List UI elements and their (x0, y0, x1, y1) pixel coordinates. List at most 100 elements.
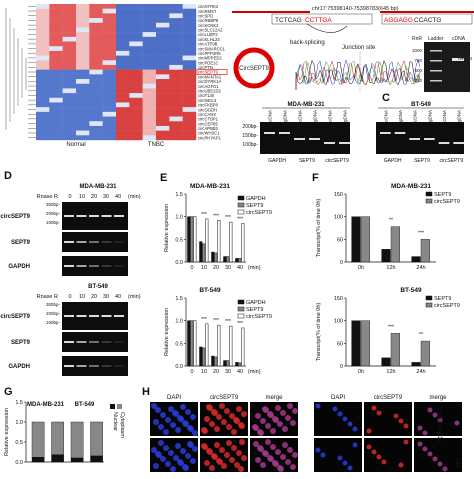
heatmap-cell (142, 13, 157, 19)
heatmap-cell (36, 27, 50, 33)
cell-dot (168, 406, 174, 412)
heatmap-cell (76, 116, 90, 122)
bar (202, 243, 206, 263)
legend-label: SEPT9 (246, 307, 263, 313)
heatmap-cell (89, 46, 103, 52)
heatmap-cell (182, 88, 197, 94)
seq-left: TCTCAG (275, 17, 302, 24)
heatmap-cell (62, 69, 77, 75)
heatmap-cell (156, 116, 170, 122)
heatmap-cell (116, 74, 130, 80)
heatmap-cell (156, 79, 170, 84)
chart-g: 0.0 0.5 1.0 1.5 Relative expression MDA-MB-23… (4, 400, 125, 466)
heatmap-cell (182, 116, 197, 122)
heatmap-cell (129, 121, 143, 127)
heatmap-cell (169, 102, 183, 108)
sig-stars: *** (388, 324, 394, 330)
heatmap-cell (36, 74, 50, 80)
heatmap-cell (49, 46, 63, 52)
x-tick-label: 10 (201, 369, 207, 375)
gel-band (76, 241, 87, 243)
heatmap-cell (49, 64, 63, 70)
heatmap-cell (49, 50, 63, 56)
heatmap-cell (89, 55, 103, 61)
heatmap-cell (89, 22, 103, 28)
x-tick-label: 30 (225, 369, 231, 375)
heatmap-cell (156, 50, 170, 56)
heatmap-cell (62, 83, 77, 89)
circrna-ring (233, 47, 275, 89)
x-tick-label: 40 (237, 369, 243, 375)
bar (205, 323, 209, 367)
y-tick-label: 0.5 (175, 237, 183, 243)
heatmap-cell (142, 4, 157, 9)
ladder-band (430, 70, 442, 72)
heatmap-cell (62, 79, 77, 84)
heatmap-cell (129, 4, 143, 9)
heatmap-cell (36, 125, 50, 131)
cell-dot (366, 444, 372, 450)
heatmap-cell (156, 41, 170, 47)
heatmap-cell (142, 88, 157, 94)
cell-dot (224, 408, 230, 414)
heatmap-cell (36, 111, 50, 117)
heatmap-cell (182, 22, 197, 28)
cell-dot (257, 429, 263, 435)
x-tick-label: 10 (201, 265, 207, 271)
lane-label: cDNA (442, 110, 447, 122)
gene-label: circNEIL3 (198, 98, 217, 103)
cell-dot (437, 417, 443, 423)
heatmap-cell (169, 4, 183, 9)
cell-dot (231, 429, 237, 435)
heatmap-cell (142, 60, 157, 66)
gel-band (89, 315, 99, 317)
heatmap-cell (102, 60, 117, 66)
y-axis-label: Relative expression (164, 204, 170, 252)
cell-dot (239, 439, 245, 445)
x-tick-label: 0 (190, 265, 193, 271)
gene-label: circKCNK2 (198, 23, 219, 28)
time-label: 10 (79, 194, 85, 200)
gene-label: circWHSC1 (198, 131, 220, 136)
heatmap-cell (169, 27, 183, 33)
gene-label: circRBBP8 (198, 18, 219, 23)
heatmap-cell (102, 27, 117, 33)
heatmap-cell (36, 13, 50, 19)
gene-label: circUBE2D2 (198, 89, 221, 94)
cell-dot (229, 457, 235, 463)
heatmap-cell (49, 93, 63, 98)
y-tick-label: 0.0 (175, 260, 183, 266)
gel-band (76, 341, 87, 343)
bar (420, 239, 430, 263)
heatmap-cell (62, 27, 77, 33)
cell-dot (267, 455, 273, 461)
legend-swatch (237, 209, 245, 215)
gel-band (380, 132, 391, 134)
bar-cytoplasm (51, 421, 64, 455)
time-label: 20 (91, 194, 97, 200)
cell-dot (366, 428, 372, 434)
gel-c-title: BT-549 (411, 102, 431, 108)
heatmap-cell (102, 22, 117, 28)
chromatogram-trace (295, 60, 421, 90)
y-tick-label: 1.0 (15, 420, 23, 426)
heatmap-cell (102, 130, 117, 136)
heatmap-cell (76, 93, 90, 98)
heatmap-cell (182, 60, 197, 66)
heatmap-cell (182, 130, 197, 136)
heatmap-cell (142, 135, 157, 141)
sanger-chromatogram (295, 59, 421, 90)
heatmap-cell (76, 27, 90, 33)
heatmap-cell (142, 8, 157, 14)
heatmap-cell (76, 41, 90, 47)
junction-site-label: Junction site (342, 45, 376, 51)
y-tick-label: 0.0 (15, 460, 23, 466)
heatmap-cell (36, 88, 50, 94)
heatmap-cell (156, 111, 170, 117)
heatmap-cell (116, 22, 130, 28)
gene-label: circPTN (198, 65, 213, 70)
bar (235, 258, 239, 263)
heatmap-cell (102, 111, 117, 117)
cell-dot (155, 451, 161, 457)
gene-label: circCEP85 (198, 121, 218, 126)
